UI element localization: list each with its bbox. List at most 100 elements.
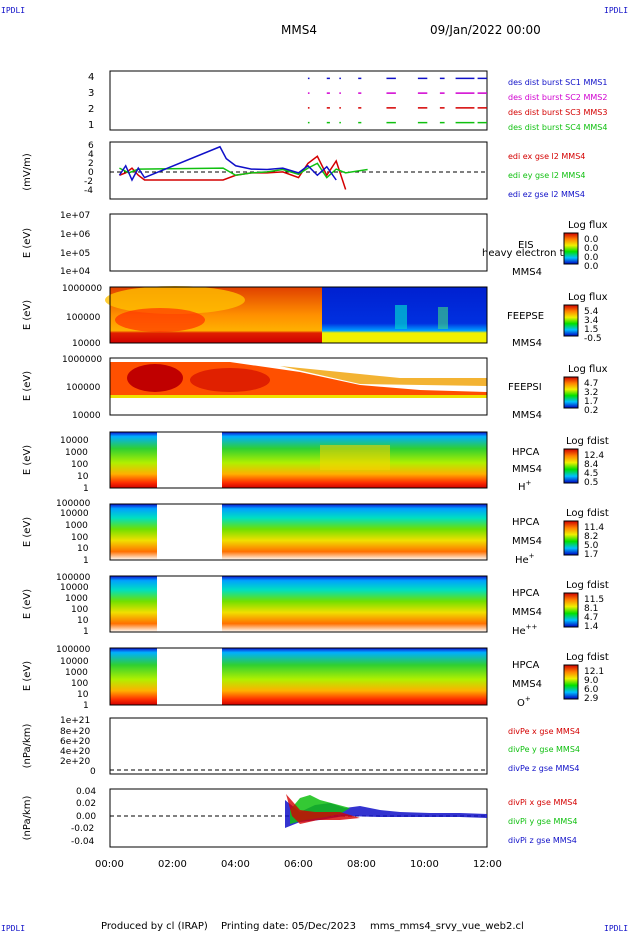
spectrogram	[110, 648, 157, 705]
ytick-label: -0.02	[71, 824, 94, 834]
colorbar-tick: 5.4	[584, 307, 599, 317]
spacecraft-label: MMS4	[512, 679, 542, 690]
species-label: O+	[517, 695, 531, 709]
colorbar-tick: -0.5	[584, 334, 602, 344]
colorbar-tick: 1.4	[584, 622, 599, 632]
xtick-label: 02:00	[158, 859, 187, 870]
xtick-label: 12:00	[473, 859, 502, 870]
colorbar-tick: 1.5	[584, 325, 598, 335]
panel-eis: E (eV) 1e+07 1e+06 1e+05 1e+04 EIS heavy…	[22, 211, 608, 278]
spectrogram-feature	[190, 368, 270, 392]
spacecraft-label: MMS4	[512, 338, 542, 349]
panel-hpca-heplusplus: E (eV) 100000 10000 1000 100 10 1 HPCA M…	[22, 573, 609, 637]
ytick-label: 10	[77, 472, 89, 482]
ytick-label: 10	[77, 544, 89, 554]
corner-mark-bottom-left: IPDLI	[1, 924, 25, 933]
panel-burst: 4 3 2 1 des dist burst SC1 MMS1 des dist…	[88, 70, 607, 132]
legend-entry: edi ex gse l2 MMS4	[508, 152, 585, 161]
ytick-label: 10000	[60, 509, 89, 519]
ytick-label: 1	[83, 484, 89, 494]
colorbar-title: Log flux	[568, 364, 608, 375]
instrument-label: FEEPSE	[507, 311, 544, 322]
ytick-label: -2	[84, 177, 93, 187]
edi-series-line	[118, 145, 337, 182]
xtick-label: 06:00	[284, 859, 313, 870]
instrument-label: HPCA	[512, 517, 540, 528]
ytick-label: 100000	[56, 645, 91, 655]
legend-entry: divPi y gse MMS4	[508, 817, 577, 826]
ytick-label: 4	[88, 150, 94, 160]
colorbar-tick: 0.0	[584, 262, 599, 272]
ytick-label: 1e+04	[60, 267, 91, 277]
footer-script-name: mms_mms4_srvy_vue_web2.cl	[370, 921, 524, 932]
colorbar-tick: 0.0	[584, 235, 599, 245]
panel-hpca-h: E (eV) 10000 1000 100 10 1 HPCA MMS4 H+ …	[22, 431, 609, 494]
colorbar-title: Log fdist	[566, 436, 609, 447]
edi-series-group	[118, 145, 368, 190]
overlay-text: heavy electron to	[482, 248, 570, 259]
ytick-label: 1	[83, 627, 89, 637]
corner-mark-bottom-right: IPDLI	[604, 924, 628, 933]
colorbar-tick: 4.7	[584, 379, 598, 389]
footer-produced-by: Produced by cl (IRAP)	[101, 921, 208, 932]
y-axis-label: (nPa/km)	[22, 724, 33, 769]
ytick-label: 2	[88, 104, 94, 115]
spectrogram-band	[110, 395, 487, 398]
y-axis-label: E (eV)	[22, 371, 33, 401]
ytick-label: 2e+20	[60, 757, 91, 767]
xtick-label: 10:00	[410, 859, 439, 870]
date-title: 09/Jan/2022 00:00	[430, 23, 541, 37]
ytick-label: 100000	[66, 383, 101, 393]
colorbar-tick: 8.4	[584, 460, 599, 470]
legend-entry: divPi z gse MMS4	[508, 836, 577, 845]
ytick-label: 3	[88, 88, 94, 99]
spacecraft-label: MMS4	[512, 607, 542, 618]
colorbar-title: Log flux	[568, 220, 608, 231]
colorbar-tick: 0.5	[584, 478, 598, 488]
spacecraft-label: MMS4	[512, 267, 542, 278]
legend-entry: divPe y gse MMS4	[508, 745, 580, 754]
colorbar-title: Log fdist	[566, 580, 609, 591]
ytick-label: 10	[77, 690, 89, 700]
y-axis-label: E (eV)	[22, 445, 33, 475]
panel-hpca-o: E (eV) 100000 10000 1000 100 10 1 HPCA M…	[22, 645, 609, 711]
colorbar-tick: 4.5	[584, 469, 598, 479]
instrument-label: HPCA	[512, 660, 540, 671]
ytick-label: 100	[71, 679, 88, 689]
ytick-label: 1000	[65, 448, 88, 458]
colorbar-tick: 11.5	[584, 595, 604, 605]
panel-divpe: (nPa/km) 1e+21 8e+20 6e+20 4e+20 2e+20 0…	[22, 716, 580, 777]
colorbar-tick: 0.0	[584, 253, 599, 263]
colorbar-tick: 12.1	[584, 667, 604, 677]
ytick-label: 6e+20	[60, 737, 91, 747]
xtick-label: 08:00	[347, 859, 376, 870]
colorbar-tick: 8.2	[584, 532, 598, 542]
colorbar-tick: 6.0	[584, 685, 599, 695]
spectrogram-feature	[127, 364, 183, 392]
y-axis-label: E (eV)	[22, 300, 33, 330]
instrument-label: HPCA	[512, 588, 540, 599]
instrument-label: EIS	[518, 240, 534, 251]
colorbar	[563, 664, 579, 700]
colorbar	[563, 448, 579, 484]
legend-entry: des dist burst SC4 MMS4	[508, 123, 607, 132]
ytick-label: 1e+21	[60, 716, 90, 726]
x-axis: 00:00 02:00 04:00 06:00 08:00 10:00 12:0…	[95, 859, 502, 870]
spectrogram-feature	[115, 308, 205, 332]
corner-mark-top-right: IPDLI	[604, 6, 628, 15]
species-label: He++	[512, 623, 538, 637]
colorbar-tick: 5.0	[584, 541, 599, 551]
ytick-label: 10	[77, 616, 89, 626]
ytick-label: 6	[88, 141, 94, 151]
legend-entry: divPi x gse MMS4	[508, 798, 577, 807]
species-label: He+	[515, 552, 535, 566]
ytick-label: 4	[88, 72, 94, 83]
spectrogram-band	[280, 366, 487, 386]
y-axis-label: E (eV)	[22, 228, 33, 258]
colorbar-tick: 0.2	[584, 406, 598, 416]
panel-divpi: (nPa/km) 0.04 0.02 0.00 -0.02 -0.04 divP…	[22, 787, 577, 848]
spacecraft-label: MMS4	[512, 464, 542, 475]
colorbar-tick: 2.9	[584, 694, 599, 704]
ytick-label: 8e+20	[60, 727, 91, 737]
colorbar-tick: 3.2	[584, 388, 598, 398]
